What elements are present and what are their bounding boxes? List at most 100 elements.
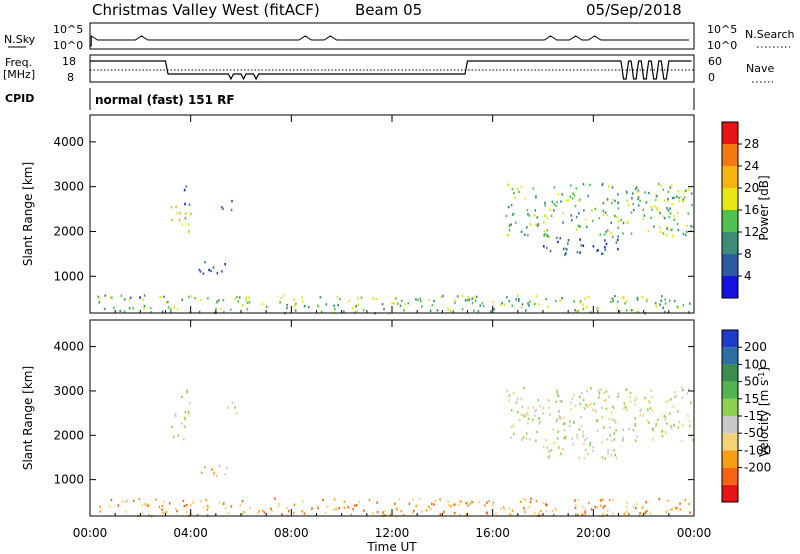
echo-cell — [532, 406, 535, 409]
echo-cell — [674, 506, 676, 510]
echo-cell — [343, 506, 346, 509]
echo-cell — [396, 508, 398, 511]
echo-cell — [452, 503, 455, 507]
echo-cell — [218, 464, 221, 468]
echo-cell — [611, 418, 614, 421]
echo-cell — [632, 192, 634, 195]
echo-cell — [682, 200, 684, 203]
echo-cell — [319, 296, 322, 299]
echo-cell — [514, 221, 517, 224]
echo-cell — [630, 309, 633, 312]
time-tick-label: 16:00 — [475, 526, 510, 540]
echo-cell — [443, 510, 445, 514]
echo-cell — [246, 308, 249, 311]
echo-cell — [573, 300, 575, 303]
echo-cell — [544, 213, 547, 217]
echo-cell — [556, 392, 559, 395]
echo-cell — [627, 221, 629, 224]
echo-cell — [612, 512, 614, 515]
echo-cell — [673, 218, 675, 221]
power-colorbar-label: Power [dB] — [757, 175, 771, 240]
echo-cell — [582, 434, 584, 437]
echo-cell — [605, 242, 608, 246]
echo-cell — [507, 233, 510, 237]
echo-cell — [645, 201, 647, 204]
echo-cell — [603, 426, 605, 429]
power-cbar-tick-label: 12 — [744, 225, 759, 239]
echo-cell — [224, 473, 227, 476]
echo-cell — [656, 207, 658, 210]
echo-cell — [605, 230, 607, 233]
echo-cell — [155, 498, 157, 501]
echo-cell — [555, 204, 557, 207]
echo-cell — [302, 500, 304, 503]
echo-cell — [686, 224, 688, 228]
echo-cell — [599, 233, 602, 236]
echo-cell — [421, 305, 423, 308]
time-axis-title: Time UT — [366, 540, 417, 554]
echo-cell — [158, 505, 161, 509]
echo-cell — [580, 424, 583, 428]
echo-cell — [637, 197, 639, 201]
echo-cell — [659, 230, 662, 234]
echo-cell — [655, 305, 658, 308]
echo-cell — [527, 302, 529, 305]
echo-cell — [600, 504, 602, 507]
echo-cell — [533, 512, 536, 515]
echo-cell — [407, 302, 409, 305]
ytick-label-3000: 3000 — [53, 180, 84, 194]
echo-cell — [651, 208, 653, 211]
echo-cell — [176, 509, 178, 513]
echo-cell — [526, 411, 528, 414]
echo-cell — [562, 448, 564, 451]
echo-cell — [576, 251, 579, 254]
echo-cell — [141, 511, 144, 514]
echo-cell — [615, 241, 618, 244]
echo-cell — [617, 392, 620, 395]
echo-cell — [617, 207, 620, 210]
echo-cell — [611, 186, 614, 189]
vel-cbar-swatch — [722, 398, 738, 416]
echo-cell — [149, 307, 152, 310]
echo-cell — [676, 222, 679, 226]
freq-tick-top: 18 — [62, 55, 76, 68]
echo-cell — [604, 248, 607, 251]
echo-cell — [521, 413, 523, 416]
echo-cell — [418, 497, 421, 501]
echo-cell — [666, 499, 669, 502]
echo-cell — [612, 198, 614, 201]
echo-cell — [635, 396, 638, 400]
echo-cell — [669, 207, 671, 210]
echo-cell — [248, 296, 250, 299]
echo-cell — [687, 212, 690, 215]
echo-cell — [602, 506, 605, 509]
echo-cell — [601, 415, 604, 419]
echo-cell — [682, 304, 685, 307]
echo-cell — [596, 310, 599, 313]
echo-cell — [503, 508, 506, 511]
echo-cell — [579, 238, 581, 241]
echo-cell — [679, 502, 681, 505]
echo-cell — [689, 302, 691, 305]
echo-cell — [513, 191, 515, 195]
echo-cell — [184, 410, 187, 414]
echo-cell — [582, 430, 584, 433]
echo-cell — [668, 299, 671, 302]
echo-cell — [234, 406, 236, 409]
echo-cell — [200, 471, 203, 474]
echo-cell — [613, 407, 615, 411]
echo-cell — [190, 504, 192, 507]
echo-cell — [525, 437, 528, 440]
echo-cell — [510, 436, 512, 439]
echo-cell — [113, 306, 115, 310]
echo-cell — [286, 306, 288, 310]
echo-cell — [143, 307, 145, 310]
echo-cell — [622, 297, 625, 300]
echo-cell — [474, 299, 477, 302]
echo-cell — [557, 193, 560, 196]
echo-cell — [403, 309, 405, 312]
echo-cell — [688, 388, 690, 391]
echo-cell — [363, 509, 365, 512]
echo-cell — [461, 500, 463, 504]
echo-cell — [688, 502, 690, 506]
